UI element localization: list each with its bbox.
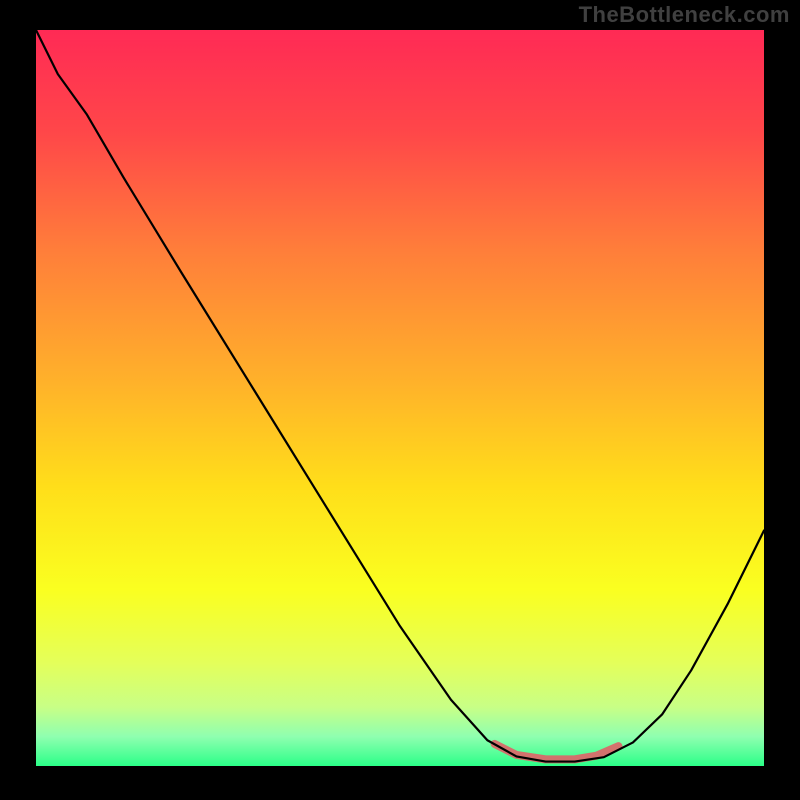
gradient-background [36, 30, 764, 766]
watermark-text: TheBottleneck.com [579, 2, 790, 28]
plot-area [36, 30, 764, 766]
chart-frame: TheBottleneck.com [0, 0, 800, 800]
bottleneck-curve-chart [36, 30, 764, 766]
